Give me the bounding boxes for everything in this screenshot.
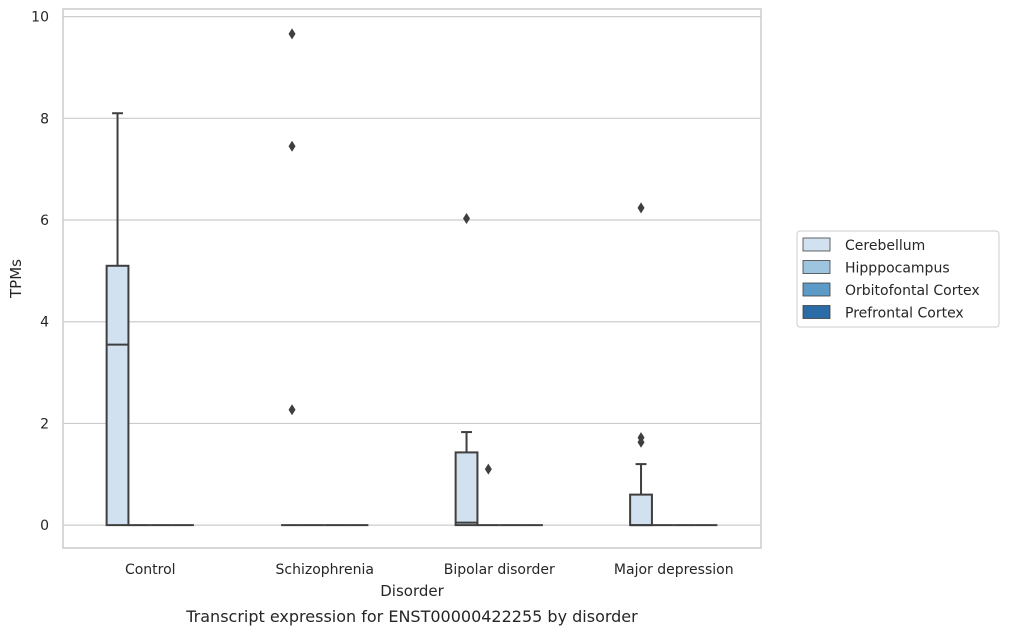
legend-entry-2: Orbitofontal Cortex — [802, 282, 980, 299]
outlier-point — [637, 436, 645, 448]
outlier-point — [288, 140, 296, 152]
x-axis-ticks: Control Schizophrenia Bipolar disorder Majo… — [125, 562, 734, 578]
plot-frame — [62, 8, 762, 549]
y-tick-label-8: 8 — [40, 111, 49, 127]
x-tick-label-3: Major depression — [614, 562, 734, 578]
legend-swatch — [802, 260, 831, 274]
outlier-point — [637, 202, 645, 214]
y-tick-label-0: 0 — [40, 518, 49, 534]
outlier-point — [288, 28, 296, 40]
legend-entry-0: Cerebellum — [802, 237, 925, 254]
legend-entry-3: Prefrontal Cortex — [802, 305, 964, 322]
legend-frame — [796, 230, 1000, 328]
y-tick-label-10: 10 — [31, 10, 49, 26]
chart-caption: Transcript expression for ENST0000042225… — [185, 607, 638, 626]
box-0-1 — [281, 28, 303, 527]
x-tick-label-1: Schizophrenia — [276, 562, 374, 578]
legend: Cerebellum Hipppocampus Orbitofontal Corte… — [796, 230, 1000, 328]
y-tick-label-6: 6 — [40, 213, 49, 229]
x-tick-label-0: Control — [125, 562, 176, 578]
legend-label: Cerebellum — [845, 238, 925, 254]
y-axis-ticks: 0 2 4 6 8 10 — [31, 10, 49, 534]
legend-label: Prefrontal Cortex — [845, 306, 964, 322]
y-axis-label: TPMs — [7, 259, 25, 299]
x-axis-label: Disorder — [380, 582, 444, 600]
box-0-2 — [454, 212, 479, 527]
box-body — [105, 264, 130, 527]
box-body — [629, 493, 653, 527]
box-0-3 — [629, 202, 653, 527]
legend-swatch — [802, 305, 831, 319]
legend-entry-1: Hipppocampus — [802, 260, 950, 277]
outlier-point — [463, 212, 471, 224]
outlier-point — [288, 404, 296, 416]
box-0-0 — [105, 112, 130, 527]
x-tick-label-2: Bipolar disorder — [444, 562, 555, 578]
y-tick-label-4: 4 — [40, 315, 49, 331]
box-body — [454, 451, 479, 527]
outlier-point — [484, 463, 492, 475]
y-tick-label-2: 2 — [40, 416, 49, 432]
box-1-2 — [477, 463, 500, 527]
legend-label: Hipppocampus — [845, 261, 950, 277]
legend-swatch — [802, 237, 831, 252]
legend-swatch — [802, 282, 831, 297]
box-elements — [105, 28, 718, 527]
legend-label: Orbitofontal Cortex — [845, 283, 980, 299]
